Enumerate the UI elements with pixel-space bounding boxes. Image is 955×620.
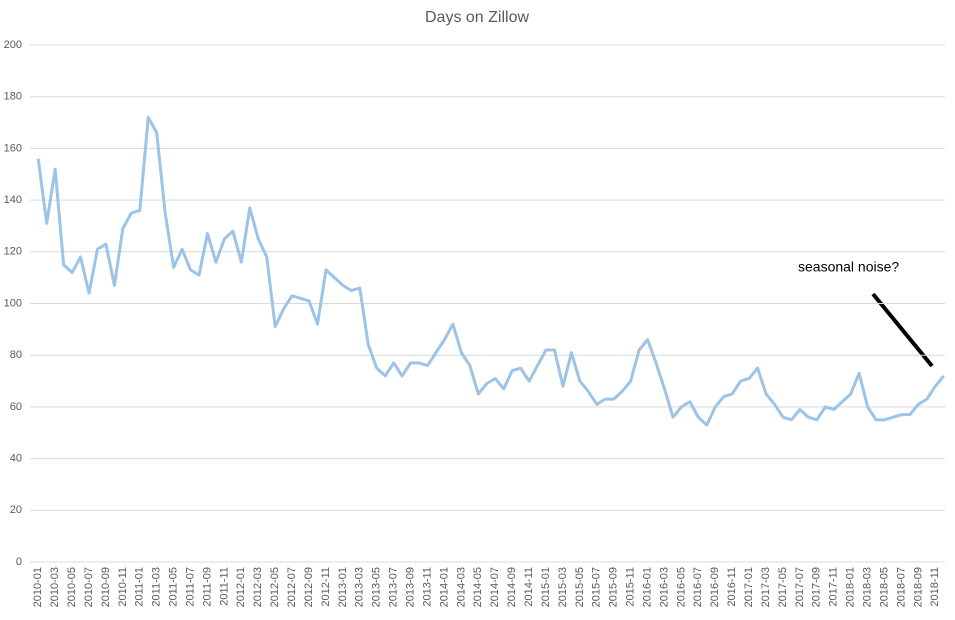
x-tick-label: 2017-07	[794, 567, 806, 607]
x-tick-label: 2013-05	[371, 567, 383, 607]
x-tick-label: 2012-05	[269, 567, 281, 607]
x-tick-label: 2017-01	[743, 567, 755, 607]
x-tick-label: 2017-03	[760, 567, 772, 607]
x-tick-label: 2014-07	[489, 567, 501, 607]
x-tick-label: 2015-01	[540, 567, 552, 607]
x-tick-label: 2017-05	[777, 567, 789, 607]
x-tick-label: 2018-05	[878, 567, 890, 607]
x-tick-label: 2015-05	[574, 567, 586, 607]
x-tick-label: 2018-07	[895, 567, 907, 607]
x-tick-label: 2016-07	[692, 567, 704, 607]
x-tick-label: 2012-03	[252, 567, 264, 607]
x-tick-label: 2015-07	[591, 567, 603, 607]
y-tick-label: 100	[4, 297, 22, 309]
x-tick-label: 2017-11	[828, 567, 840, 607]
x-tick-label: 2010-11	[117, 567, 129, 607]
x-tick-label: 2018-09	[912, 567, 924, 607]
x-tick-label: 2014-05	[472, 567, 484, 607]
x-tick-label: 2015-09	[608, 567, 620, 607]
y-tick-label: 60	[10, 401, 22, 413]
x-tick-label: 2011-05	[168, 567, 180, 607]
x-tick-label: 2010-01	[32, 567, 44, 607]
x-tick-label: 2011-01	[134, 567, 146, 607]
x-tick-label: 2013-03	[354, 567, 366, 607]
x-tick-label: 2014-01	[438, 567, 450, 607]
x-tick-label: 2010-05	[66, 567, 78, 607]
x-tick-label: 2012-01	[235, 567, 247, 607]
x-tick-label: 2013-01	[337, 567, 349, 607]
x-tick-label: 2011-07	[184, 567, 196, 607]
annotation: seasonal noise?	[798, 259, 899, 275]
x-tick-label: 2012-07	[286, 567, 298, 607]
x-tick-label: 2014-09	[506, 567, 518, 607]
y-tick-label: 0	[16, 556, 22, 568]
x-tick-label: 2010-07	[83, 567, 95, 607]
x-tick-label: 2014-03	[455, 567, 467, 607]
y-tick-label: 140	[4, 194, 22, 206]
x-tick-label: 2015-03	[557, 567, 569, 607]
y-tick-label: 120	[4, 246, 22, 258]
y-tick-label: 20	[10, 504, 22, 516]
y-tick-label: 180	[4, 91, 22, 103]
x-tick-label: 2017-09	[811, 567, 823, 607]
y-tick-label: 40	[10, 453, 22, 465]
x-tick-label: 2011-11	[218, 567, 230, 606]
x-tick-label: 2013-09	[405, 567, 417, 607]
y-tick-label: 200	[4, 39, 22, 51]
x-tick-label: 2016-01	[641, 567, 653, 607]
x-tick-label: 2010-09	[100, 567, 112, 607]
x-tick-label: 2018-11	[929, 567, 941, 607]
x-tick-label: 2018-01	[845, 567, 857, 607]
x-tick-label: 2016-11	[726, 567, 738, 607]
x-tick-label: 2011-03	[151, 567, 163, 607]
x-tick-label: 2016-09	[709, 567, 721, 607]
x-tick-label: 2010-03	[49, 567, 61, 607]
x-tick-label: 2018-03	[862, 567, 874, 607]
x-tick-label: 2016-03	[658, 567, 670, 607]
x-tick-label: 2012-09	[303, 567, 315, 607]
x-tick-label: 2015-11	[625, 567, 637, 607]
x-tick-label: 2016-05	[675, 567, 687, 607]
x-tick-label: 2014-11	[523, 567, 535, 607]
x-tick-label: 2013-11	[421, 567, 433, 607]
x-tick-label: 2012-11	[320, 567, 332, 607]
x-tick-label: 2011-09	[201, 567, 213, 607]
y-tick-label: 80	[10, 349, 22, 361]
x-tick-label: 2013-07	[388, 567, 400, 607]
chart-title: Days on Zillow	[425, 9, 529, 26]
annotation-line	[871, 292, 934, 368]
y-tick-label: 160	[4, 142, 22, 154]
data-line	[36, 115, 945, 427]
